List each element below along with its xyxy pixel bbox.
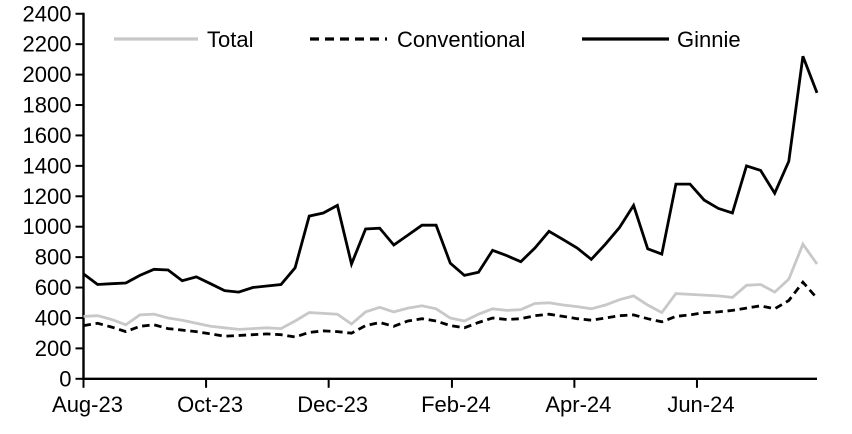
y-tick-label: 2000: [23, 62, 72, 87]
y-tick-label: 1800: [23, 93, 72, 118]
y-tick-label: 400: [35, 305, 72, 330]
y-tick-label: 1200: [23, 184, 72, 209]
x-tick-label: Dec-23: [297, 392, 368, 417]
y-tick-label: 2200: [23, 32, 72, 57]
series-line-total: [83, 241, 819, 331]
x-tick-label: Jun-24: [667, 392, 734, 417]
x-tick-label: Apr-24: [545, 392, 611, 417]
legend: Total Conventional Ginnie: [114, 27, 741, 52]
series-line-ginnie: [82, 55, 819, 294]
y-tick-label: 200: [35, 336, 72, 361]
series-line-conventional: [83, 280, 819, 339]
x-tick-label: Oct-23: [177, 392, 243, 417]
legend-label-ginnie: Ginnie: [677, 27, 741, 52]
x-tick-label: Aug-23: [52, 392, 123, 417]
x-tick-label: Feb-24: [421, 392, 491, 417]
axes: 0 200 400 600 800 1000 1200 1400 1600 1800 2000 220…: [23, 1, 817, 417]
legend-label-total: Total: [207, 27, 253, 52]
y-tick-label: 800: [35, 245, 72, 270]
series-lines: [82, 55, 819, 339]
legend-label-conventional: Conventional: [397, 27, 525, 52]
y-tick-label: 1600: [23, 123, 72, 148]
y-tick-label: 1400: [23, 153, 72, 178]
y-tick-label: 2400: [23, 1, 72, 26]
y-tick-label: 600: [35, 275, 72, 300]
y-tick-label: 0: [59, 366, 71, 391]
y-tick-label: 1000: [23, 214, 72, 239]
